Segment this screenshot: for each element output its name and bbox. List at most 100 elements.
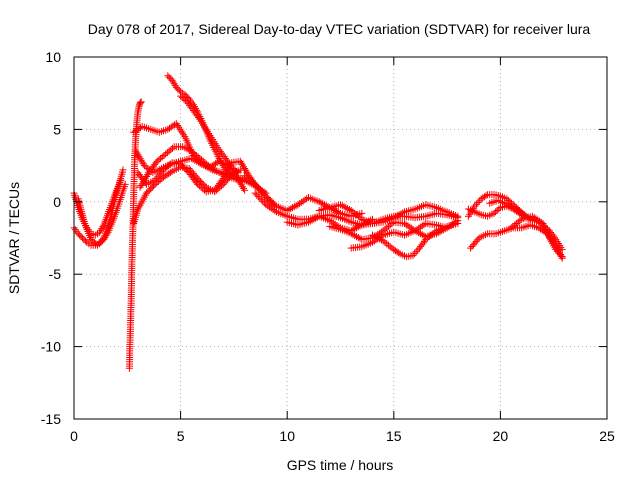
- data-point: [98, 236, 106, 244]
- data-point: [218, 176, 226, 184]
- data-point: [221, 165, 229, 173]
- data-point: [241, 165, 249, 172]
- y-tick-label: -10: [41, 339, 61, 355]
- data-point: [170, 80, 178, 88]
- y-tick-label: 0: [53, 194, 61, 210]
- data-point: [511, 221, 519, 229]
- data-point: [482, 192, 490, 200]
- data-point: [379, 237, 387, 245]
- data-point: [152, 159, 160, 167]
- y-tick-label: -5: [49, 266, 62, 282]
- data-point: [349, 231, 357, 239]
- data-point: [220, 163, 228, 171]
- data-point: [246, 176, 254, 184]
- data-point: [138, 180, 146, 188]
- series-arc-3: [74, 166, 127, 249]
- data-point: [197, 183, 205, 191]
- data-point: [94, 241, 101, 249]
- data-point: [140, 162, 148, 170]
- data-point: [257, 196, 265, 204]
- data-point: [231, 166, 239, 174]
- data-point: [119, 166, 127, 174]
- data-point: [555, 249, 563, 257]
- data-point: [265, 195, 273, 203]
- data-point: [150, 182, 158, 190]
- data-point: [354, 212, 362, 220]
- data-point: [492, 208, 500, 216]
- data-point: [414, 246, 422, 254]
- data-point: [356, 235, 364, 242]
- data-point: [333, 208, 341, 215]
- data-point: [418, 222, 426, 230]
- data-point: [240, 184, 247, 192]
- x-tick-label: 25: [599, 428, 615, 444]
- data-point: [425, 233, 433, 241]
- axis-ticks: 0 5 10 15 20 25 -15 -10 -5 0 5 10: [41, 49, 615, 444]
- series-arc-10: [177, 92, 242, 177]
- data-point: [80, 235, 88, 243]
- y-tick-label: 10: [45, 49, 61, 65]
- data-point: [416, 230, 424, 238]
- x-tick-label: 10: [279, 428, 295, 444]
- data-point: [289, 204, 296, 212]
- data-point: [495, 205, 503, 213]
- data-point: [512, 220, 520, 227]
- data-point: [385, 222, 392, 230]
- data-point: [196, 154, 204, 162]
- data-point: [256, 185, 264, 193]
- data-point: [165, 147, 173, 155]
- data-point: [342, 204, 350, 212]
- data-point: [189, 155, 197, 163]
- data-point: [90, 238, 98, 246]
- data-point: [96, 228, 104, 236]
- data-point: [98, 225, 106, 233]
- data-point: [260, 190, 268, 198]
- data-point: [416, 223, 424, 231]
- data-point: [140, 176, 148, 184]
- data-point: [265, 203, 273, 211]
- data-point: [558, 246, 566, 254]
- data-point: [97, 238, 105, 246]
- data-point: [472, 237, 480, 245]
- x-tick-label: 20: [493, 428, 509, 444]
- data-point: [253, 182, 261, 190]
- data-point: [552, 246, 560, 254]
- data-point: [397, 210, 405, 218]
- data-point: [135, 153, 143, 161]
- data-point: [493, 207, 501, 214]
- data-point: [321, 201, 328, 209]
- data-point: [137, 182, 145, 189]
- data-point: [172, 83, 180, 91]
- data-point: [386, 221, 394, 229]
- data-point: [166, 160, 174, 168]
- data-point: [506, 198, 514, 206]
- data-point: [411, 227, 419, 235]
- data-point: [135, 102, 143, 110]
- data-point: [201, 186, 208, 194]
- data-point: [259, 189, 267, 197]
- data-point: [222, 167, 230, 175]
- data-point: [305, 218, 312, 226]
- data-point: [471, 239, 479, 247]
- y-tick-label: -15: [41, 411, 61, 427]
- data-point: [152, 174, 160, 182]
- data-point: [95, 239, 103, 247]
- data-point: [409, 251, 417, 259]
- data-point: [233, 167, 241, 175]
- data-point: [395, 211, 403, 219]
- data-point: [219, 162, 227, 170]
- data-point: [187, 147, 195, 155]
- data-point: [351, 209, 359, 217]
- data-point: [162, 150, 170, 158]
- data-point: [157, 154, 165, 162]
- data-point: [509, 222, 517, 230]
- data-point: [402, 221, 410, 229]
- data-point: [267, 204, 275, 212]
- data-point: [421, 237, 428, 245]
- chart-title: Day 078 of 2017, Sidereal Day-to-day VTE…: [88, 21, 591, 37]
- data-point: [476, 197, 484, 205]
- data-point: [238, 161, 246, 169]
- data-point: [224, 169, 231, 177]
- data-point: [490, 209, 498, 217]
- data-point: [160, 152, 168, 159]
